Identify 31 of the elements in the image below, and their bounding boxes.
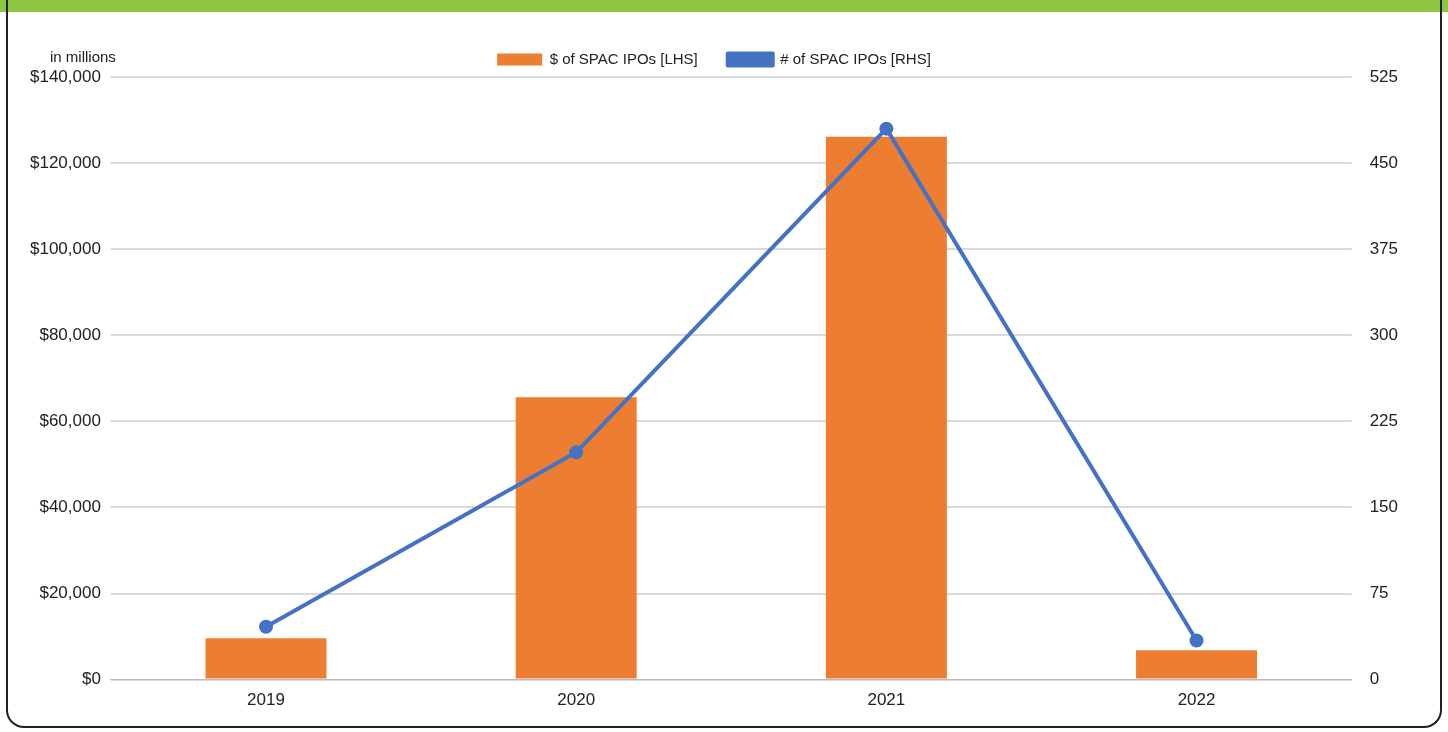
y2-tick-label: 225 [1369,411,1399,431]
y-tick-label: $80,000 [39,324,101,344]
y2-tick-label: 75 [1369,583,1389,603]
x-tick-label: 2021 [867,690,906,710]
point [1189,633,1204,648]
point [259,619,273,634]
y2-tick-label: 375 [1369,238,1399,258]
y-tick-label: $20,000 [39,583,101,603]
y-tick-label: $60,000 [39,411,101,431]
x-tick-label: 2022 [1177,690,1216,710]
y-tick-label: $100,000 [30,238,101,258]
y-tick-label: $40,000 [39,497,101,517]
x-tick-label: 2020 [557,690,596,710]
y-tick-label: $120,000 [30,152,101,172]
y2-tick-label: 450 [1369,152,1399,172]
bar [515,397,637,679]
y-tick-label: $0 [81,669,101,689]
x-tick-label: 2019 [247,690,285,710]
bar [205,638,327,679]
text: in millions [50,48,116,66]
y2-tick-label: 150 [1369,497,1399,517]
bar [1136,650,1258,679]
point [879,121,894,136]
y2-tick-label: 300 [1369,324,1399,344]
bar [825,136,947,679]
legend-label: $ of SPAC IPOs [LHS] [549,49,698,67]
y2-tick-label: 525 [1369,66,1399,86]
y-tick-label: $140,000 [30,66,101,86]
point [569,445,584,460]
y2-tick-label: 0 [1369,669,1380,689]
legend-label: # of SPAC IPOs [RHS] [780,49,931,67]
